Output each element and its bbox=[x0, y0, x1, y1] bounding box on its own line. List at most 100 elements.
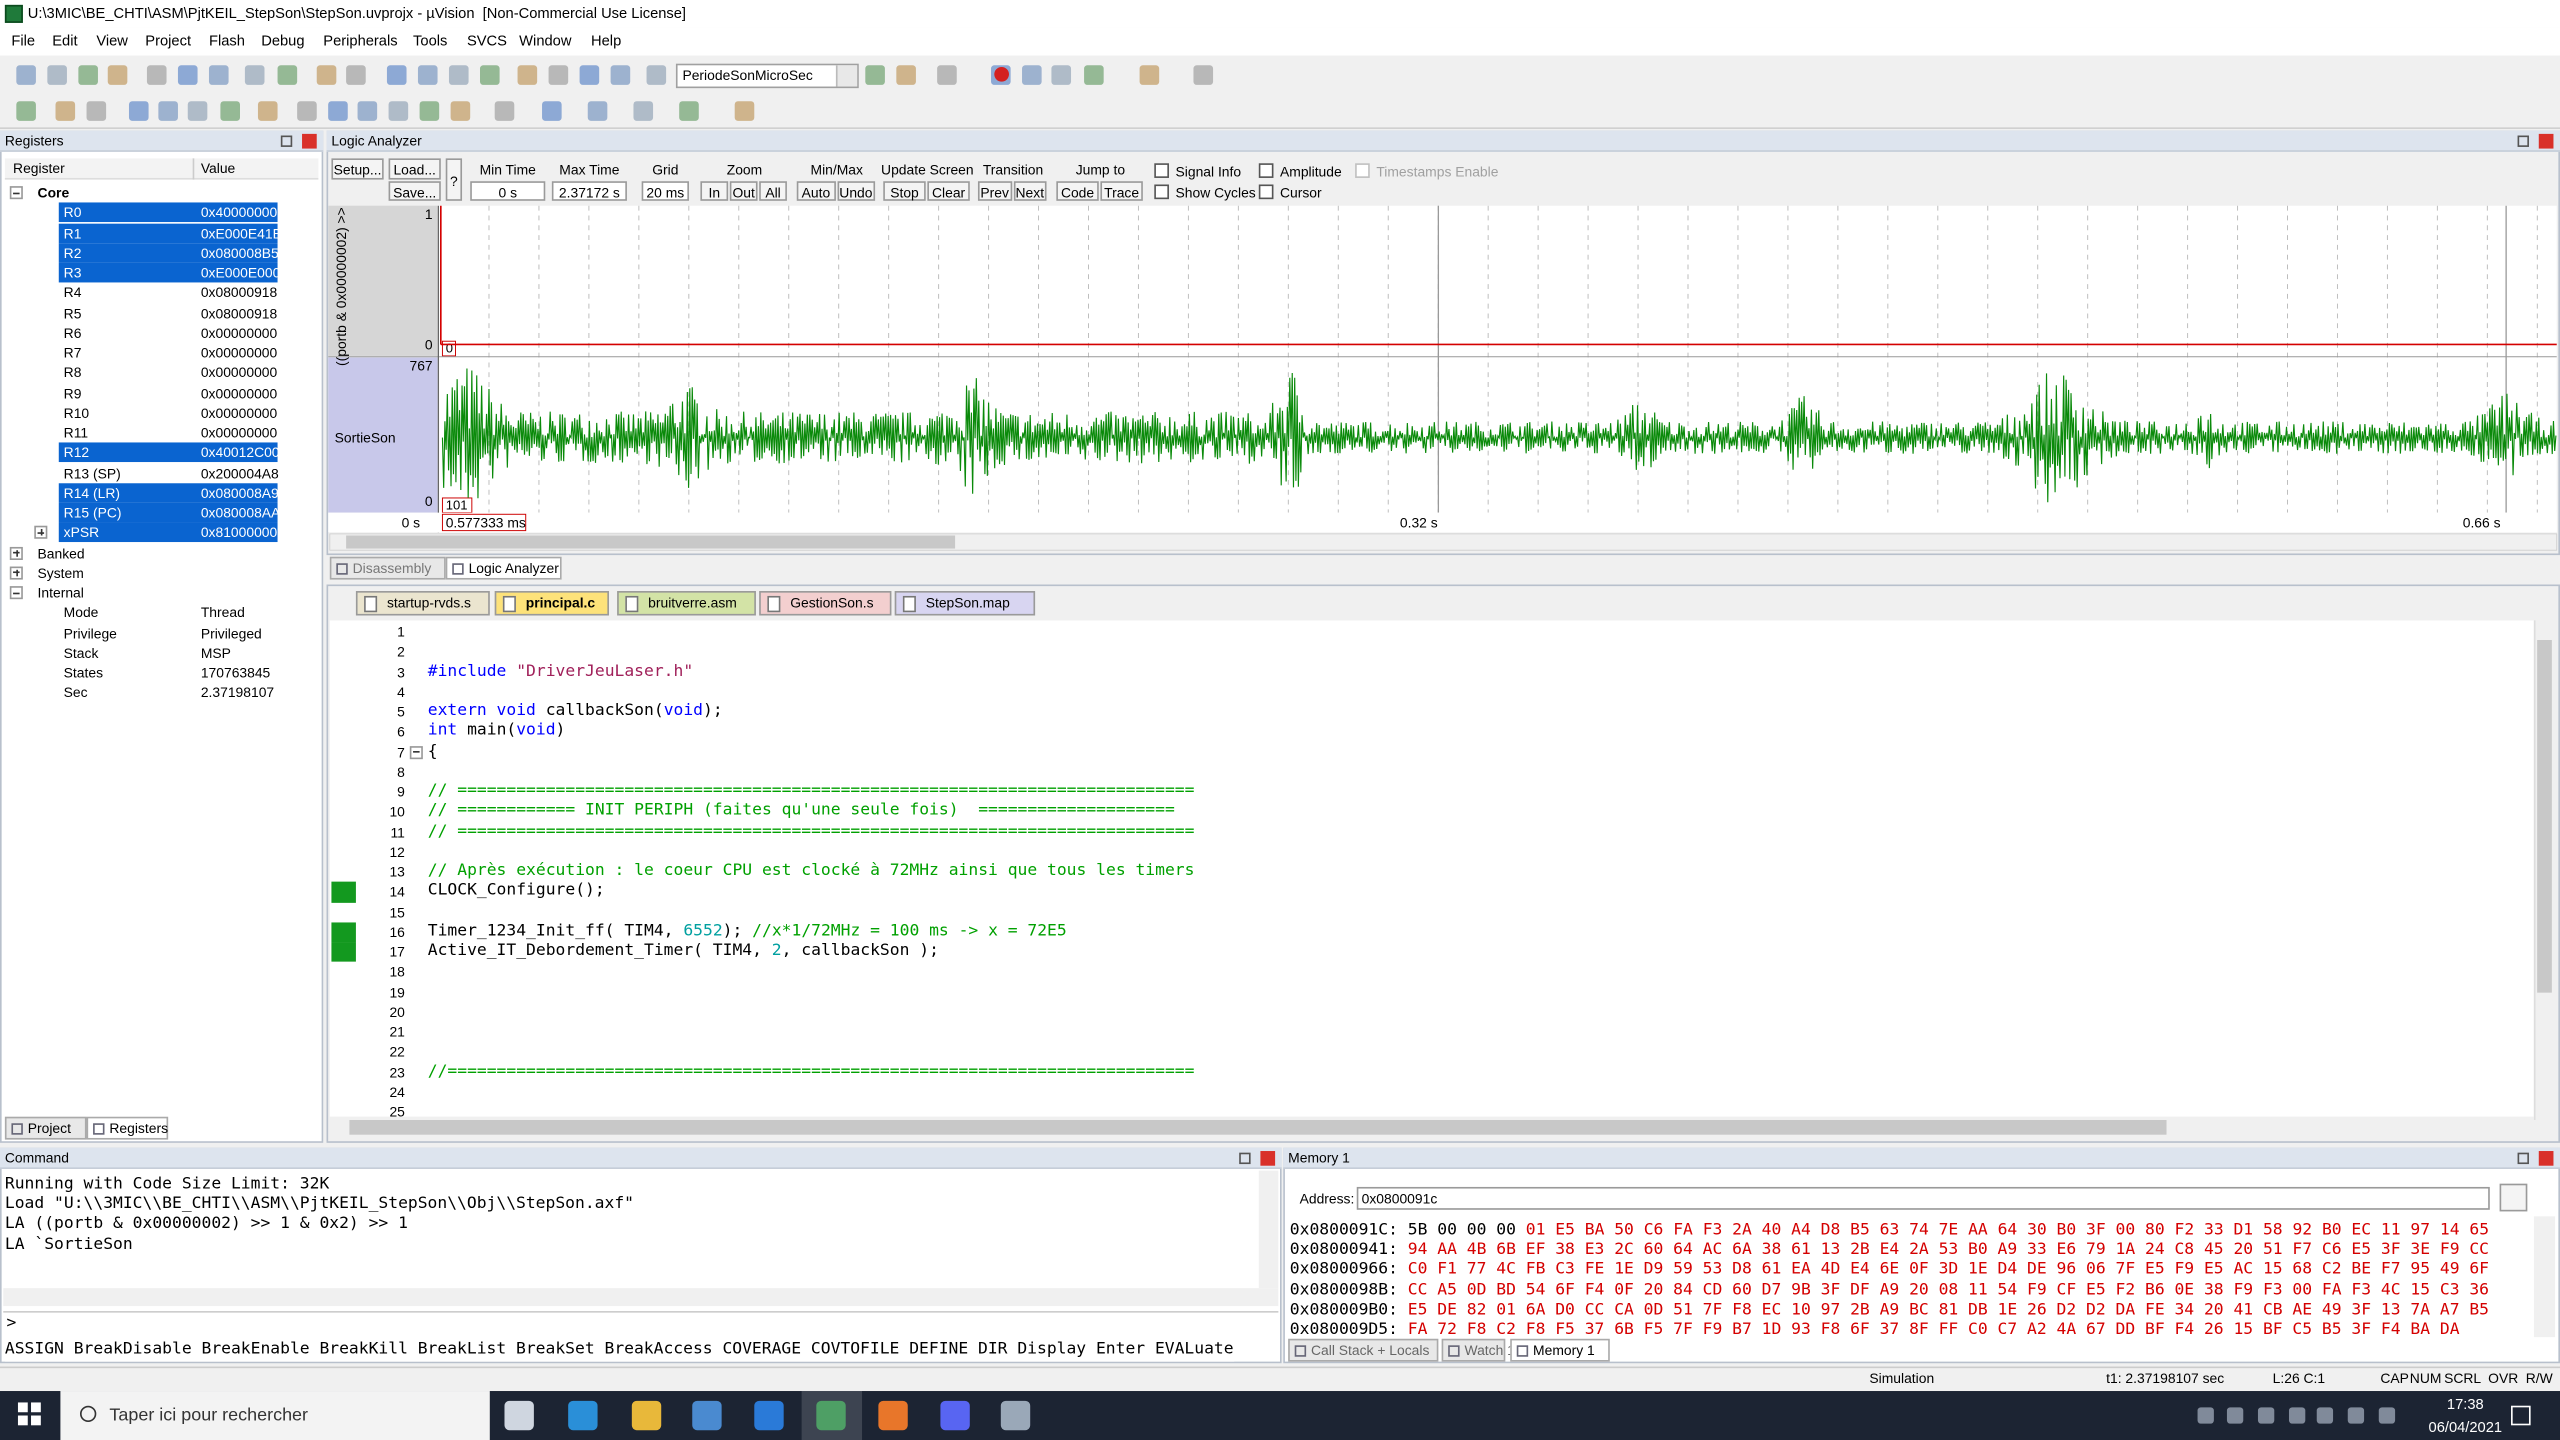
la-button[interactable]: Load... bbox=[388, 158, 441, 180]
toolbar-button[interactable] bbox=[865, 65, 885, 85]
toolbar-button[interactable] bbox=[734, 101, 755, 121]
la-button[interactable]: Stop bbox=[883, 181, 926, 201]
toolbar-button[interactable] bbox=[146, 65, 167, 85]
menu-item[interactable]: SVCS bbox=[466, 32, 507, 49]
la-button[interactable]: Next bbox=[1013, 181, 1047, 201]
fold-toggle[interactable] bbox=[409, 745, 423, 759]
register-name[interactable]: R0 bbox=[63, 204, 82, 221]
toolbar-button[interactable] bbox=[220, 101, 241, 121]
tray-icon[interactable] bbox=[2347, 1407, 2365, 1424]
toolbar-button[interactable] bbox=[1051, 65, 1072, 85]
tray-icon[interactable] bbox=[2257, 1407, 2275, 1424]
menu-item[interactable]: Tools bbox=[413, 32, 448, 49]
toolbar-button[interactable] bbox=[450, 101, 471, 121]
checkbox-label[interactable]: Cursor bbox=[1280, 184, 1322, 201]
toolbar-button[interactable] bbox=[128, 101, 149, 121]
checkbox[interactable] bbox=[1258, 184, 1274, 200]
taskbar-app[interactable] bbox=[692, 1400, 722, 1431]
toolbar-button[interactable] bbox=[357, 101, 378, 121]
checkbox-label[interactable]: Amplitude bbox=[1280, 163, 1342, 180]
register-name[interactable]: R6 bbox=[63, 324, 82, 341]
search-box[interactable]: Taper ici pour rechercher bbox=[60, 1391, 490, 1440]
tree-expander[interactable] bbox=[9, 586, 23, 600]
tree-expander[interactable] bbox=[9, 546, 23, 560]
register-name[interactable]: R14 (LR) bbox=[63, 484, 120, 501]
taskbar-app[interactable] bbox=[504, 1400, 534, 1431]
toolbar-button[interactable] bbox=[1139, 65, 1160, 85]
tray-icon[interactable] bbox=[2288, 1407, 2306, 1424]
toolbar-button[interactable] bbox=[1022, 65, 1042, 85]
toolbar-button[interactable] bbox=[548, 65, 569, 85]
la-button[interactable]: Undo bbox=[836, 181, 876, 201]
toolbar-button[interactable] bbox=[177, 65, 198, 85]
close-button[interactable] bbox=[1260, 1151, 1276, 1166]
close-button[interactable] bbox=[2538, 1151, 2554, 1166]
toolbar-button[interactable] bbox=[1084, 65, 1104, 85]
register-name[interactable]: States bbox=[63, 664, 104, 681]
la-button[interactable]: Clear bbox=[927, 181, 970, 201]
toolbar-button[interactable] bbox=[328, 101, 348, 121]
register-name[interactable]: Sec bbox=[63, 684, 88, 701]
la-button[interactable]: Auto bbox=[796, 181, 836, 201]
toolbar-button[interactable] bbox=[107, 65, 128, 85]
checkbox-label[interactable]: Show Cycles bbox=[1175, 184, 1256, 201]
toolbar-button[interactable] bbox=[633, 101, 654, 121]
editor-tab[interactable]: StepSon.map bbox=[894, 591, 1036, 616]
toolbar-button[interactable] bbox=[610, 65, 631, 85]
toolbar-button[interactable] bbox=[277, 65, 298, 85]
la-button[interactable]: Save... bbox=[388, 181, 441, 201]
command-input[interactable] bbox=[3, 1311, 1279, 1334]
close-button[interactable] bbox=[2538, 133, 2554, 149]
register-name[interactable]: Banked bbox=[37, 544, 85, 561]
toolbar-button[interactable] bbox=[579, 65, 600, 85]
menu-item[interactable]: Flash bbox=[208, 32, 245, 49]
register-name[interactable]: R5 bbox=[63, 304, 82, 321]
editor-tab[interactable]: GestionSon.s bbox=[759, 591, 892, 616]
toolbar-button[interactable] bbox=[346, 65, 366, 85]
checkbox[interactable] bbox=[1154, 163, 1169, 178]
pin-button[interactable] bbox=[2517, 1152, 2529, 1165]
address-input[interactable]: 0x0800091c bbox=[1356, 1186, 2490, 1210]
panel-tab[interactable]: Project bbox=[4, 1116, 87, 1140]
menu-item[interactable]: Help bbox=[591, 32, 622, 49]
checkbox[interactable] bbox=[1258, 163, 1274, 178]
toolbar-button[interactable] bbox=[16, 101, 36, 121]
menu-item[interactable]: Peripherals bbox=[323, 32, 398, 49]
toolbar-button[interactable] bbox=[47, 65, 67, 85]
la-button[interactable]: Out bbox=[729, 181, 758, 201]
toolbar-button[interactable] bbox=[388, 101, 409, 121]
taskbar-app[interactable] bbox=[878, 1400, 908, 1431]
menu-item[interactable]: View bbox=[96, 32, 128, 49]
panel-tab[interactable]: Logic Analyzer bbox=[445, 556, 562, 580]
pin-button[interactable] bbox=[1239, 1152, 1251, 1165]
register-name[interactable]: R9 bbox=[63, 384, 82, 401]
toolbar-button[interactable] bbox=[517, 65, 538, 85]
la-button[interactable]: In bbox=[700, 181, 729, 201]
register-name[interactable]: R10 bbox=[63, 404, 90, 421]
taskbar-app[interactable] bbox=[1000, 1400, 1031, 1431]
checkbox[interactable] bbox=[1154, 184, 1169, 200]
toolbar-button[interactable] bbox=[542, 101, 562, 121]
pin-button[interactable] bbox=[2517, 135, 2529, 147]
memory-tab[interactable]: Call Stack + Locals bbox=[1288, 1338, 1439, 1362]
tree-expander[interactable] bbox=[34, 526, 48, 540]
toolbar-button[interactable] bbox=[646, 65, 667, 85]
editor-tab[interactable]: bruitverre.asm bbox=[617, 591, 756, 616]
register-name[interactable]: xPSR bbox=[63, 524, 100, 541]
register-name[interactable]: R11 bbox=[63, 424, 89, 441]
toolbar-button[interactable] bbox=[1193, 65, 1214, 85]
toolbar-button[interactable] bbox=[480, 65, 500, 85]
la-button[interactable]: All bbox=[759, 181, 787, 201]
toolbar-button[interactable] bbox=[937, 65, 957, 85]
taskbar-app[interactable] bbox=[568, 1400, 598, 1431]
memory-tab[interactable]: Memory 1 bbox=[1510, 1338, 1610, 1362]
tray-icon[interactable] bbox=[2378, 1407, 2396, 1424]
toolbar-button[interactable] bbox=[55, 101, 76, 121]
editor-tab[interactable]: principal.c bbox=[494, 591, 609, 616]
toolbar-button[interactable] bbox=[208, 65, 229, 85]
toolbar-button[interactable] bbox=[78, 65, 98, 85]
register-name[interactable]: R13 (SP) bbox=[63, 464, 121, 481]
toolbar-button[interactable] bbox=[448, 65, 469, 85]
menu-item[interactable]: Edit bbox=[52, 32, 78, 49]
register-name[interactable]: R7 bbox=[63, 344, 82, 361]
